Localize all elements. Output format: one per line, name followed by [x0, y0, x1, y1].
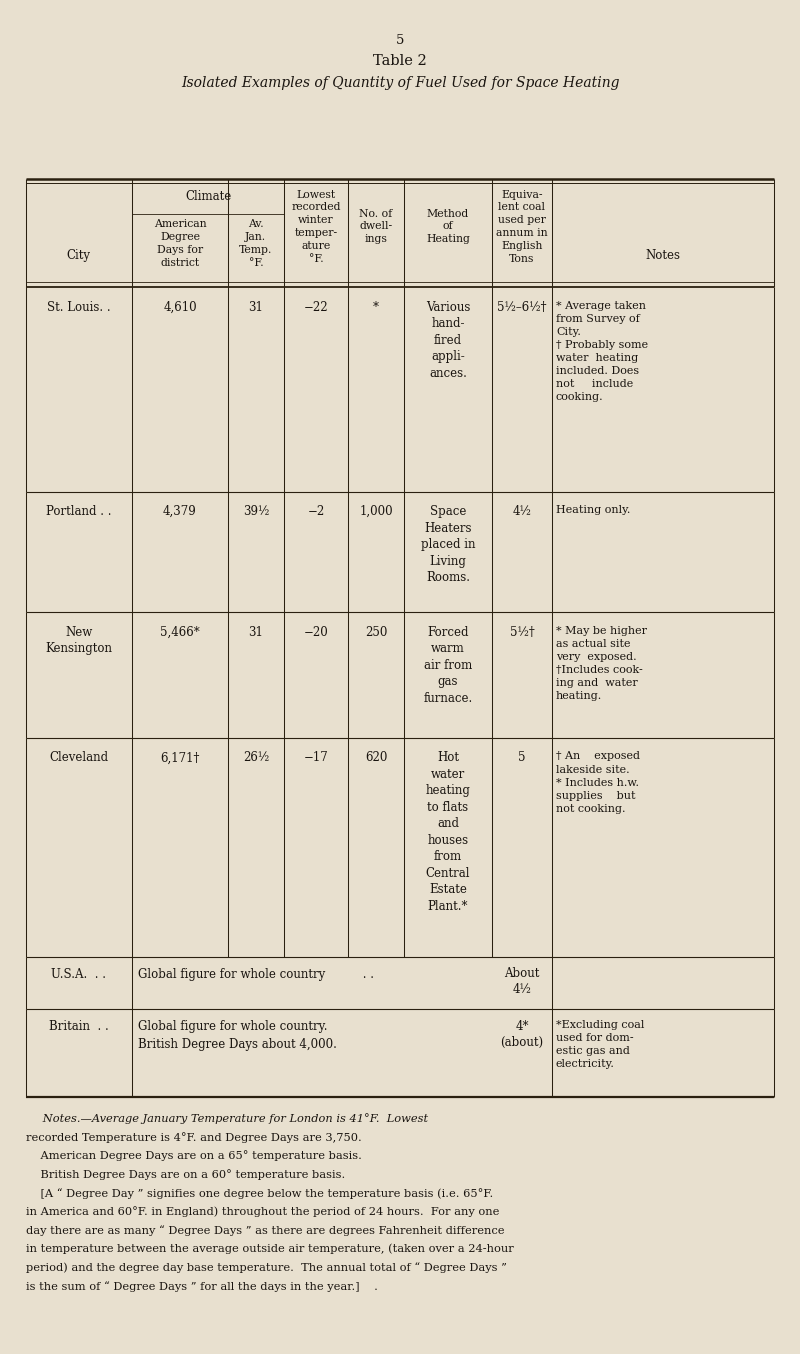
- Text: 31: 31: [249, 626, 263, 639]
- Text: About
4½: About 4½: [504, 967, 540, 997]
- Text: No. of
dwell-
ings: No. of dwell- ings: [359, 209, 393, 244]
- Text: 26½: 26½: [243, 751, 269, 765]
- Text: day there are as many “ Degree Days ” as there are degrees Fahrenheit difference: day there are as many “ Degree Days ” as…: [26, 1225, 504, 1236]
- Text: 6,171†: 6,171†: [160, 751, 200, 765]
- Text: Cleveland: Cleveland: [50, 751, 108, 765]
- Text: −22: −22: [304, 301, 328, 314]
- Text: 620: 620: [365, 751, 387, 765]
- Text: Climate: Climate: [185, 190, 231, 203]
- Text: 5,466*: 5,466*: [160, 626, 200, 639]
- Text: −20: −20: [304, 626, 328, 639]
- Text: 39½: 39½: [243, 505, 269, 519]
- Text: New
Kensington: New Kensington: [46, 626, 112, 655]
- Text: U.S.A.  . .: U.S.A. . .: [51, 968, 106, 982]
- Text: Forced
warm
air from
gas
furnace.: Forced warm air from gas furnace.: [423, 626, 473, 704]
- Text: *Excluding coal
used for dom-
estic gas and
electricity.: *Excluding coal used for dom- estic gas …: [556, 1020, 644, 1068]
- Text: 4½: 4½: [513, 505, 531, 519]
- Text: 4,610: 4,610: [163, 301, 197, 314]
- Text: Global figure for whole country          . .: Global figure for whole country . .: [138, 968, 374, 982]
- Text: Various
hand-
fired
appli-
ances.: Various hand- fired appli- ances.: [426, 301, 470, 379]
- Text: St. Louis. .: St. Louis. .: [47, 301, 110, 314]
- Text: Lowest
recorded
winter
temper-
ature
°F.: Lowest recorded winter temper- ature °F.: [291, 190, 341, 264]
- Text: American Degree Days are on a 65° temperature basis.: American Degree Days are on a 65° temper…: [26, 1151, 362, 1162]
- Text: Britain  . .: Britain . .: [49, 1020, 109, 1033]
- Text: 4,379: 4,379: [163, 505, 197, 519]
- Text: Hot
water
heating
to flats
and
houses
from
Central
Estate
Plant.*: Hot water heating to flats and houses fr…: [426, 751, 470, 913]
- Text: Heating only.: Heating only.: [556, 505, 630, 515]
- Text: Notes.—Average January Temperature for London is 41°F.  Lowest: Notes.—Average January Temperature for L…: [26, 1113, 428, 1124]
- Text: Table 2: Table 2: [373, 54, 427, 68]
- Text: −17: −17: [304, 751, 328, 765]
- Text: Method
of
Heating: Method of Heating: [426, 209, 470, 244]
- Text: 5½†: 5½†: [510, 626, 534, 639]
- Text: Global figure for whole country.
British Degree Days about 4,000.: Global figure for whole country. British…: [138, 1020, 338, 1051]
- Text: is the sum of “ Degree Days ” for all the days in the year.]    .: is the sum of “ Degree Days ” for all th…: [26, 1281, 378, 1292]
- Text: 31: 31: [249, 301, 263, 314]
- Text: Av.
Jan.
Temp.
°F.: Av. Jan. Temp. °F.: [239, 219, 273, 268]
- Text: American
Degree
Days for
district: American Degree Days for district: [154, 219, 206, 268]
- Text: Portland . .: Portland . .: [46, 505, 111, 519]
- Text: † An    exposed
lakeside site.
* Includes h.w.
supplies    but
not cooking.: † An exposed lakeside site. * Includes h…: [556, 751, 640, 814]
- Text: [A “ Degree Day ” signifies one degree below the temperature basis (i.e. 65°F.: [A “ Degree Day ” signifies one degree b…: [26, 1187, 493, 1198]
- Text: 5: 5: [518, 751, 526, 765]
- Text: period) and the degree day base temperature.  The annual total of “ Degree Days : period) and the degree day base temperat…: [26, 1262, 506, 1273]
- Text: in temperature between the average outside air temperature, (taken over a 24-hou: in temperature between the average outsi…: [26, 1244, 514, 1254]
- Text: 1,000: 1,000: [359, 505, 393, 519]
- Text: 250: 250: [365, 626, 387, 639]
- Text: 4*
(about): 4* (about): [501, 1020, 543, 1049]
- Text: 5½–6½†: 5½–6½†: [498, 301, 546, 314]
- Text: Isolated Examples of Quantity of Fuel Used for Space Heating: Isolated Examples of Quantity of Fuel Us…: [181, 76, 619, 89]
- Text: Notes: Notes: [646, 249, 681, 263]
- Text: City: City: [67, 249, 91, 263]
- Text: Equiva-
lent coal
used per
annum in
English
Tons: Equiva- lent coal used per annum in Engl…: [496, 190, 548, 264]
- Text: 5: 5: [396, 34, 404, 47]
- Text: −2: −2: [307, 505, 325, 519]
- Text: * May be higher
as actual site
very  exposed.
†Includes cook-
ing and  water
hea: * May be higher as actual site very expo…: [556, 626, 647, 701]
- Text: in America and 60°F. in England) throughout the period of 24 hours.  For any one: in America and 60°F. in England) through…: [26, 1206, 499, 1217]
- Text: Space
Heaters
placed in
Living
Rooms.: Space Heaters placed in Living Rooms.: [421, 505, 475, 584]
- Text: British Degree Days are on a 60° temperature basis.: British Degree Days are on a 60° tempera…: [26, 1169, 345, 1179]
- Text: *: *: [373, 301, 379, 314]
- Text: * Average taken
from Survey of
City.
† Probably some
water  heating
included. Do: * Average taken from Survey of City. † P…: [556, 301, 648, 402]
- Text: recorded Temperature is 4°F. and Degree Days are 3,750.: recorded Temperature is 4°F. and Degree …: [26, 1132, 362, 1143]
